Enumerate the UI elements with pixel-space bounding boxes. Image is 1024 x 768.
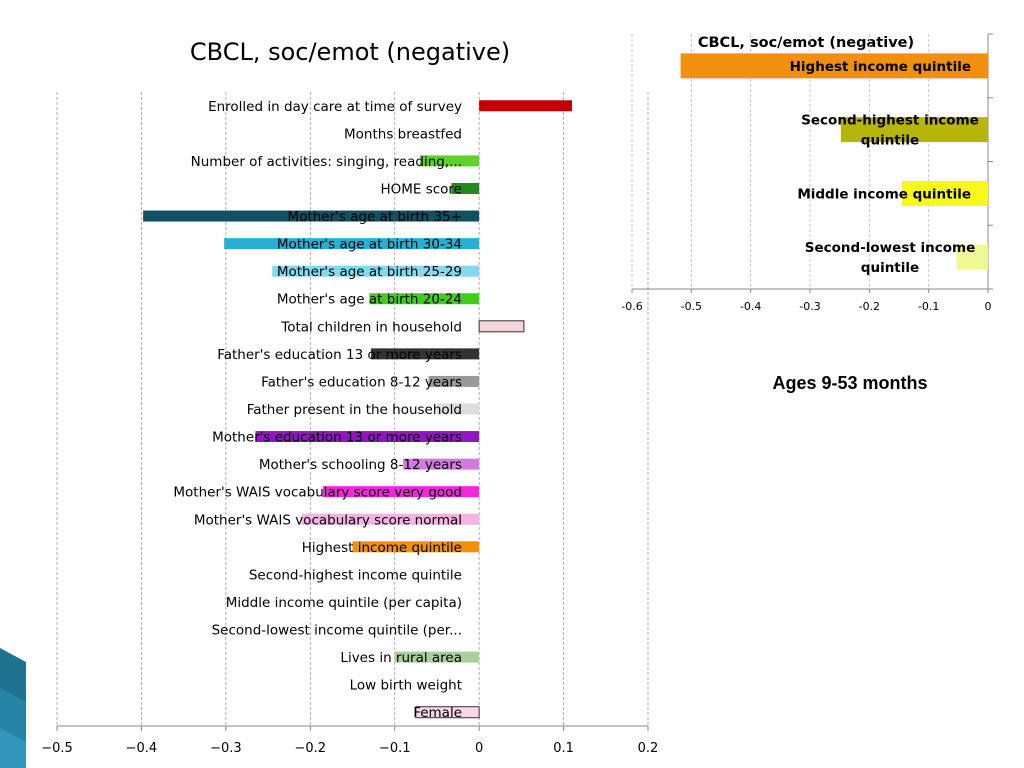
main-category-label: Highest income quintile (302, 540, 462, 556)
income-x-tick-label: -0.2 (859, 300, 880, 313)
main-bar (322, 486, 480, 498)
main-category-label: Mother's WAIS vocabulary score normal (194, 512, 462, 528)
income-bar (901, 180, 988, 206)
main-bar (415, 706, 480, 719)
income-x-tick-label: -0.6 (621, 300, 642, 313)
income-category-label: quintile (861, 133, 919, 149)
income-x-tick-label: -0.5 (681, 300, 702, 313)
main-bar (394, 651, 480, 663)
main-bar (369, 293, 480, 305)
main-bar (420, 155, 480, 167)
main-bar (479, 100, 573, 112)
income-category-label: Second-lowest income (805, 240, 976, 256)
main-category-label: Enrolled in day care at time of survey (208, 99, 462, 115)
main-category-label: Months breastfed (344, 126, 462, 142)
main-category-label: Mother's schooling 8-12 years (259, 457, 462, 473)
income-x-tick-label: 0 (985, 300, 992, 313)
main-category-label: Low birth weight (350, 678, 462, 694)
main-x-tick-label: 0.1 (553, 741, 574, 756)
main-bar (301, 513, 480, 525)
main-category-label: Number of activities: singing, reading,.… (191, 154, 462, 170)
main-category-label: Lives in rural area (340, 650, 462, 666)
income-bar (956, 244, 988, 270)
income-category-label: Second-highest income (801, 113, 979, 129)
main-bar (143, 210, 480, 222)
main-category-label: Mother's WAIS vocabulary score very good (173, 485, 462, 501)
income-category-label: Middle income quintile (797, 186, 971, 202)
main-x-tick-label: −0.5 (41, 741, 73, 756)
income-x-tick-label: -0.1 (918, 300, 939, 313)
ages-label: Ages 9-53 months (772, 373, 928, 393)
income-category-label: quintile (861, 260, 919, 276)
main-bar (352, 541, 480, 553)
main-bar (436, 403, 480, 415)
income-x-tick-label: -0.3 (799, 300, 820, 313)
main-bar (224, 238, 480, 250)
main-chart-title: CBCL, soc/emot (negative) (189, 38, 511, 66)
main-category-label: Mother's age at birth 20-24 (277, 292, 462, 308)
main-category-label: Total children in household (280, 319, 462, 335)
main-bar (371, 348, 480, 360)
main-category-label: Father's education 8-12 years (261, 374, 462, 390)
income-bar (840, 117, 988, 143)
main-category-label: Middle income quintile (per capita) (226, 595, 462, 611)
main-x-tick-label: −0.2 (294, 741, 326, 756)
income-x-tick-label: -0.4 (740, 300, 761, 313)
main-bar (451, 182, 480, 194)
main-bar (272, 265, 480, 277)
income-bar (680, 53, 988, 79)
main-category-label: Father present in the household (247, 402, 462, 418)
income-chart-title: CBCL, soc/emot (negative) (698, 35, 914, 51)
main-bar (255, 431, 480, 443)
main-category-label: Second-highest income quintile (249, 567, 462, 583)
income-quintile-chart: CBCL, soc/emot (negative) -0.6 -0.5 -0.4 -0.… (621, 33, 993, 313)
main-category-label: Mother's age at birth 30-34 (277, 237, 462, 253)
income-category-label: Highest income quintile (790, 59, 971, 75)
main-bar (478, 320, 525, 333)
main-category-label: Female (413, 705, 462, 721)
main-category-label: HOME score (380, 181, 462, 197)
main-bar (428, 375, 480, 387)
main-category-label: Father's education 13 or more years (217, 347, 462, 363)
main-bar (403, 458, 480, 470)
main-x-tick-label: −0.3 (210, 741, 242, 756)
main-x-tick-label: 0.2 (638, 741, 659, 756)
main-category-label: Mother's age at birth 35+ (288, 209, 462, 225)
main-category-label: Second-lowest income quintile (per... (212, 623, 462, 639)
main-category-label: Mother's education 13 or more years (212, 430, 462, 446)
main-bar-chart: −0.5 −0.4 −0.3 −0.2 −0.1 0 0.1 0.2 Enrolled in d… (41, 92, 659, 756)
corner-decoration (0, 648, 26, 768)
main-category-label: Mother's age at birth 25-29 (277, 264, 462, 280)
main-x-tick-label: −0.1 (379, 741, 411, 756)
main-x-tick-label: −0.4 (126, 741, 158, 756)
main-x-tick-label: 0 (475, 741, 483, 756)
